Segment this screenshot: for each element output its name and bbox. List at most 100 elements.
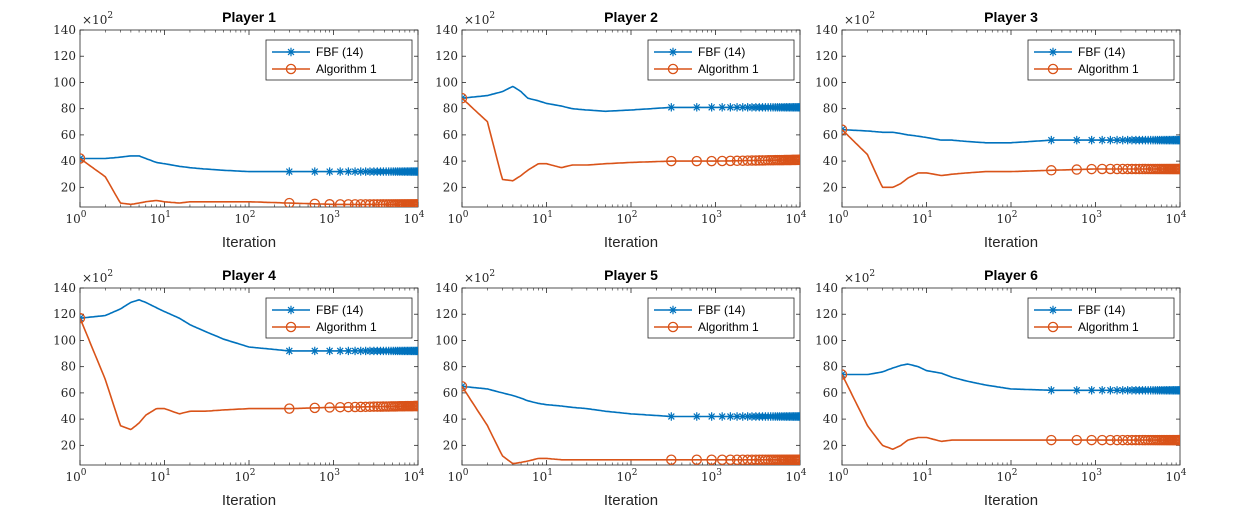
fbf-marker <box>325 346 334 356</box>
legend-label: FBF (14) <box>698 45 745 59</box>
fbf-marker <box>743 412 752 421</box>
chart-title: Player 6 <box>984 267 1038 283</box>
y-tick-label: 100 <box>53 333 76 347</box>
y-scale-exponent: 2 <box>107 11 113 21</box>
fbf-marker <box>356 346 365 356</box>
x-tick-base: 10 <box>532 470 547 484</box>
algorithm-marker <box>462 381 468 392</box>
x-tick-base: 10 <box>65 212 80 226</box>
fbf-marker <box>285 346 294 356</box>
algorithm-marker <box>742 454 753 465</box>
x-tick-label: 103 <box>1081 210 1102 226</box>
algorithm-marker <box>412 199 418 207</box>
y-tick-label: 100 <box>815 333 838 347</box>
x-tick-exponent: 3 <box>1096 210 1102 220</box>
y-tick-label: 120 <box>53 307 76 321</box>
fbf-marker <box>344 167 353 176</box>
algorithm-marker <box>309 198 321 207</box>
algorithm-marker <box>1122 163 1133 175</box>
y-tick-label: 120 <box>53 49 76 63</box>
algorithm-marker <box>666 454 677 465</box>
y-scale-factor: ×102 <box>464 11 495 27</box>
y-tick-label: 140 <box>815 23 838 37</box>
x-tick-exponent: 1 <box>547 468 553 478</box>
x-tick-exponent: 1 <box>165 210 171 220</box>
chart-title: Player 2 <box>604 9 658 25</box>
legend-label: FBF (14) <box>1078 303 1125 317</box>
fbf-marker <box>1123 135 1132 145</box>
algorithm-marker <box>80 153 86 164</box>
fbf-marker <box>1072 135 1081 145</box>
algorithm-marker <box>1105 163 1116 175</box>
fbf-marker <box>1087 135 1096 145</box>
chart-title: Player 5 <box>604 267 658 283</box>
y-tick-label: 40 <box>61 154 76 168</box>
x-tick-base: 10 <box>319 470 334 484</box>
fbf-marker <box>1087 386 1096 395</box>
y-tick-label: 80 <box>823 102 838 116</box>
fbf-marker <box>361 167 370 176</box>
x-tick-base: 10 <box>701 470 716 484</box>
algorithm-marker <box>284 403 295 414</box>
fbf-marker <box>692 412 701 421</box>
x-tick-label: 104 <box>403 468 424 484</box>
algorithm-marker <box>1122 434 1133 446</box>
y-tick-label: 140 <box>53 281 76 295</box>
x-tick-label: 104 <box>403 210 424 226</box>
fbf-marker <box>286 47 296 57</box>
y-scale-factor: ×102 <box>464 269 495 285</box>
algorithm-marker <box>725 454 736 465</box>
x-tick-base: 10 <box>403 212 418 226</box>
algorithm-marker <box>742 155 753 166</box>
algorithm-marker <box>691 454 703 465</box>
fbf-marker <box>285 167 294 176</box>
algorithm-marker <box>746 454 758 465</box>
x-tick-base: 10 <box>996 212 1011 226</box>
y-tick-label: 60 <box>443 386 458 400</box>
x-tick-base: 10 <box>65 470 80 484</box>
chart-title: Player 1 <box>222 9 276 25</box>
x-tick-label: 100 <box>65 210 86 226</box>
series-fbf <box>842 125 1180 145</box>
x-axis-label: Iteration <box>222 234 276 251</box>
chart-title: Player 4 <box>222 267 276 283</box>
x-tick-exponent: 0 <box>463 210 469 220</box>
x-axis-label: Iteration <box>984 234 1038 251</box>
algorithm-marker <box>706 155 717 167</box>
x-tick-exponent: 1 <box>927 210 933 220</box>
legend-label: Algorithm 1 <box>316 62 377 76</box>
x-tick-exponent: 2 <box>1012 468 1018 478</box>
y-tick-label: 60 <box>443 128 458 142</box>
algorithm-marker <box>746 155 758 166</box>
x-tick-label: 102 <box>996 210 1017 226</box>
y-tick-label: 120 <box>435 307 458 321</box>
x-tick-exponent: 3 <box>334 210 340 220</box>
fbf-marker <box>738 103 747 112</box>
y-tick-label: 80 <box>443 360 458 374</box>
x-tick-exponent: 3 <box>334 468 340 478</box>
series-fbf <box>462 85 800 113</box>
x-tick-base: 10 <box>234 470 249 484</box>
x-tick-base: 10 <box>616 470 631 484</box>
x-axis-label: Iteration <box>222 492 276 509</box>
fbf-marker <box>732 412 742 421</box>
algorithm-marker <box>80 312 86 324</box>
algorithm-marker <box>706 454 717 465</box>
y-tick-label: 80 <box>61 102 76 116</box>
y-scale-exponent: 2 <box>107 269 113 279</box>
x-tick-base: 10 <box>1165 212 1180 226</box>
algorithm-marker <box>1174 434 1180 446</box>
fbf-marker <box>1106 135 1115 145</box>
legend-entry-fbf: FBF (14) <box>1034 45 1125 59</box>
x-tick-exponent: 3 <box>716 468 722 478</box>
legend: FBF (14) Algorithm 1 <box>647 39 795 81</box>
algorithm-marker <box>360 199 371 207</box>
x-tick-exponent: 3 <box>716 210 722 220</box>
legend-entry-algorithm-1: Algorithm 1 <box>654 320 759 334</box>
series-algorithm-1 <box>462 92 800 182</box>
fbf-marker <box>1118 386 1127 395</box>
x-tick-label: 102 <box>234 468 255 484</box>
y-tick-label: 40 <box>823 154 838 168</box>
legend-entry-algorithm-1: Algorithm 1 <box>1034 62 1139 76</box>
